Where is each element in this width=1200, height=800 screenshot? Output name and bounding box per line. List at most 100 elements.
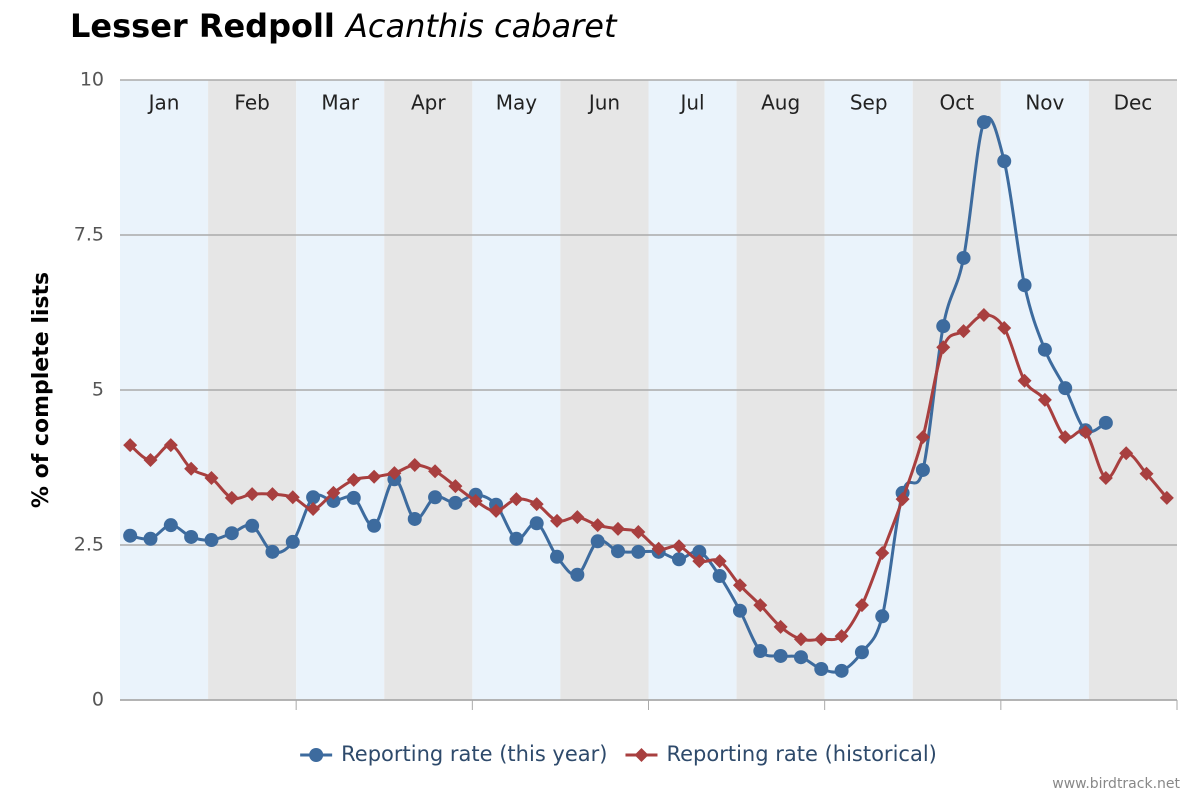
point — [1037, 392, 1052, 407]
point — [590, 534, 605, 549]
point — [265, 487, 280, 502]
point — [143, 531, 158, 546]
point — [1017, 278, 1032, 293]
month-label: May — [496, 91, 538, 115]
point — [1058, 381, 1073, 396]
point — [529, 497, 544, 512]
point — [895, 492, 910, 507]
point — [468, 493, 483, 508]
point — [732, 603, 747, 618]
point — [692, 544, 707, 559]
point — [204, 471, 219, 486]
point — [448, 479, 463, 494]
point — [1017, 373, 1032, 388]
point — [956, 250, 971, 265]
point — [367, 469, 382, 484]
point — [245, 487, 260, 502]
month-label: Nov — [1025, 91, 1064, 115]
point — [428, 464, 443, 479]
point — [956, 324, 971, 339]
point — [326, 485, 341, 500]
point — [773, 648, 788, 663]
chart-title: Lesser Redpoll Acanthis cabaret — [70, 7, 618, 45]
point — [428, 490, 443, 505]
point — [712, 554, 727, 569]
point — [997, 154, 1012, 169]
point — [509, 492, 524, 507]
point — [631, 524, 646, 539]
point — [834, 629, 849, 644]
y-tick-label: 10 — [80, 69, 104, 91]
title-common: Lesser Redpoll — [70, 7, 335, 45]
point — [854, 645, 869, 660]
point — [712, 569, 727, 583]
point — [611, 544, 626, 559]
point — [306, 490, 321, 505]
point — [692, 554, 707, 569]
point — [184, 529, 199, 544]
point — [976, 115, 991, 130]
month-label: Aug — [761, 91, 800, 115]
point — [245, 518, 260, 533]
point — [997, 321, 1012, 335]
y-axis-label: % of complete lists — [29, 272, 54, 508]
point — [306, 502, 321, 517]
series-line — [129, 313, 1168, 642]
point — [550, 549, 565, 564]
month-label: Feb — [234, 91, 269, 115]
point — [915, 462, 930, 477]
legend-label: Reporting rate (historical) — [666, 742, 936, 766]
point — [224, 526, 239, 541]
point — [346, 472, 361, 487]
point — [204, 533, 219, 548]
point — [367, 518, 382, 533]
point — [854, 598, 869, 613]
point — [834, 663, 849, 678]
point — [407, 511, 422, 526]
point — [529, 516, 544, 531]
point — [570, 510, 585, 525]
point — [753, 644, 768, 659]
point — [611, 521, 626, 536]
point — [936, 340, 951, 355]
title-scientific: Acanthis cabaret — [344, 7, 618, 45]
point — [489, 503, 504, 518]
point — [1037, 342, 1052, 357]
y-tick-label: 2.5 — [74, 534, 104, 556]
point — [1058, 430, 1073, 445]
point — [773, 619, 788, 634]
legend-label: Reporting rate (this year) — [341, 742, 607, 766]
y-tick-label: 7.5 — [74, 224, 104, 246]
point — [1098, 415, 1113, 430]
point — [123, 528, 138, 543]
point — [163, 438, 178, 453]
point — [346, 490, 361, 505]
month-label: Jan — [147, 91, 180, 115]
point — [1098, 471, 1113, 486]
point — [1139, 466, 1154, 481]
point — [732, 578, 747, 593]
point — [285, 534, 300, 549]
month-label: Jun — [587, 91, 620, 115]
point — [793, 650, 808, 665]
point — [1119, 446, 1134, 461]
point — [590, 518, 605, 533]
month-label: Sep — [850, 91, 888, 115]
point — [875, 609, 890, 624]
point — [814, 632, 829, 647]
point — [671, 552, 686, 567]
point — [570, 567, 585, 582]
y-tick-label: 0 — [92, 689, 104, 711]
point — [265, 544, 280, 559]
point — [1078, 425, 1093, 440]
legend-item: Reporting rate (historical) — [625, 742, 937, 766]
legend-item: Reporting rate (this year) — [300, 742, 607, 766]
point — [814, 662, 829, 676]
point — [285, 490, 300, 505]
month-label: Apr — [411, 91, 446, 115]
point — [671, 539, 686, 554]
y-tick-label: 5 — [92, 379, 104, 401]
month-label: Mar — [321, 91, 360, 115]
point — [387, 466, 402, 481]
point — [224, 490, 239, 505]
